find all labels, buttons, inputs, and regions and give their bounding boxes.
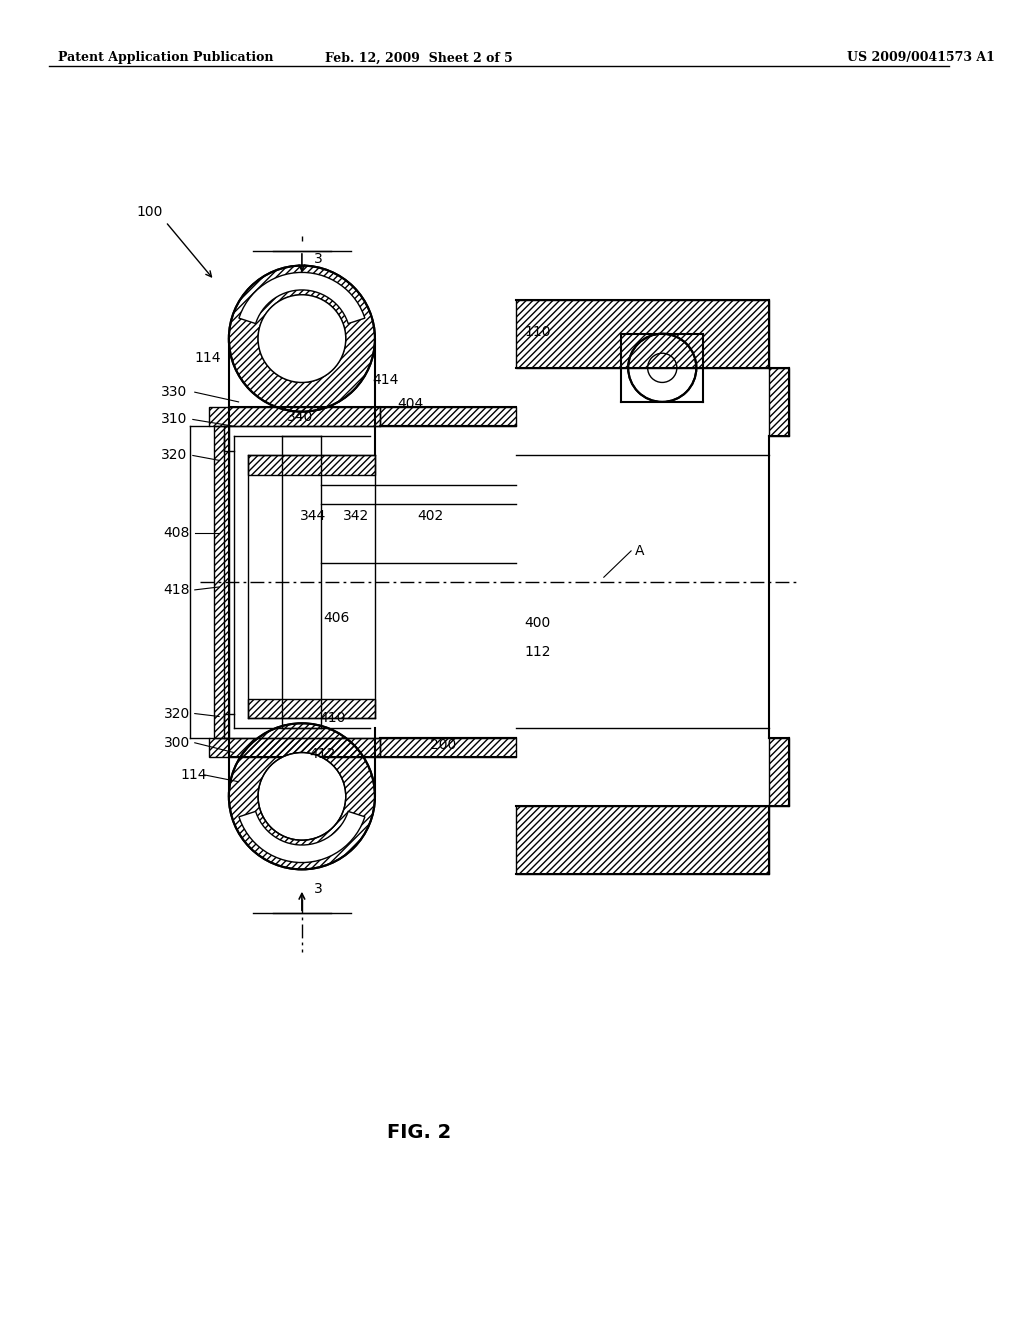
Bar (209, 407, 380, 426)
Text: 112: 112 (524, 645, 551, 659)
Text: 404: 404 (397, 397, 424, 411)
Bar (516, 300, 769, 368)
Text: 410: 410 (319, 711, 346, 726)
Text: 408: 408 (164, 527, 190, 540)
Polygon shape (239, 272, 365, 323)
Text: 100: 100 (136, 205, 163, 219)
Text: 342: 342 (343, 510, 369, 523)
Bar (769, 368, 788, 436)
Text: Feb. 12, 2009  Sheet 2 of 5: Feb. 12, 2009 Sheet 2 of 5 (325, 51, 513, 65)
Bar (516, 807, 769, 874)
Text: 320: 320 (164, 706, 189, 721)
Text: FIG. 2: FIG. 2 (387, 1123, 451, 1142)
Circle shape (258, 752, 346, 840)
Bar (214, 426, 229, 738)
Bar (628, 334, 696, 401)
Text: 400: 400 (524, 616, 550, 630)
Text: 3: 3 (313, 252, 323, 265)
Text: 340: 340 (288, 409, 313, 424)
Text: 330: 330 (161, 385, 187, 399)
Bar (249, 455, 375, 475)
Text: 418: 418 (164, 583, 190, 597)
Text: 3: 3 (313, 882, 323, 896)
Text: 114: 114 (195, 351, 221, 366)
Text: 414: 414 (372, 372, 398, 387)
Text: 310: 310 (161, 412, 187, 426)
Text: A: A (635, 544, 644, 558)
Text: 320: 320 (161, 449, 187, 462)
Bar (209, 738, 380, 758)
Bar (380, 407, 516, 426)
Text: 114: 114 (180, 768, 207, 781)
Text: 344: 344 (300, 510, 327, 523)
Text: 300: 300 (164, 735, 189, 750)
Text: 412: 412 (309, 747, 336, 762)
Text: 200: 200 (430, 738, 457, 751)
Bar (249, 700, 375, 718)
Text: Patent Application Publication: Patent Application Publication (58, 51, 274, 65)
Text: US 2009/0041573 A1: US 2009/0041573 A1 (847, 51, 995, 65)
Bar (380, 738, 516, 758)
Text: 406: 406 (324, 611, 350, 626)
Text: 110: 110 (524, 325, 551, 339)
Text: 402: 402 (417, 510, 443, 523)
Polygon shape (239, 812, 365, 862)
Circle shape (258, 294, 346, 383)
Bar (769, 738, 788, 807)
